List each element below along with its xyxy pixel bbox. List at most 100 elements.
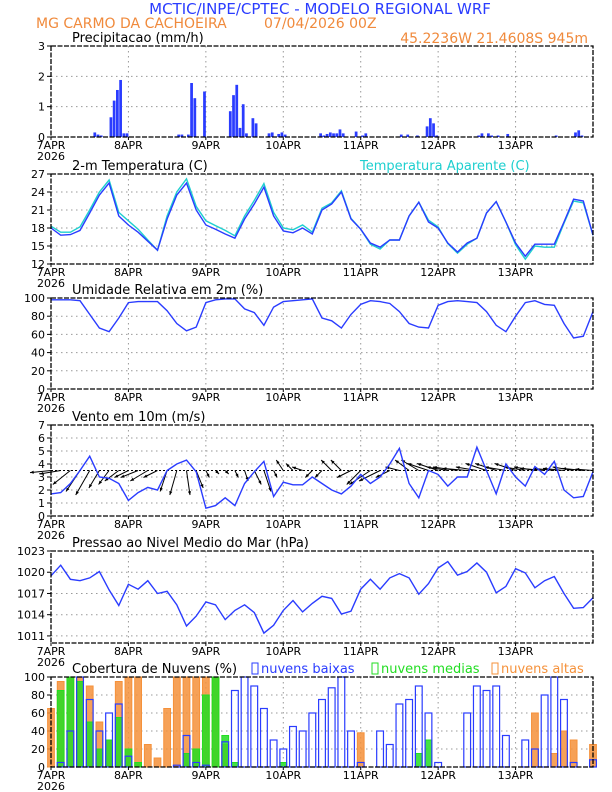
legend-label-0: nuvens baixas	[261, 662, 355, 677]
x-tick-label: 10APR	[265, 391, 301, 404]
y-tick-label: 7	[38, 419, 45, 432]
wind-arrow-head	[407, 463, 412, 467]
y-tick-label: 5	[38, 445, 45, 458]
y-tick-label: 6	[38, 432, 45, 445]
x-tick-label: 12APR	[420, 266, 456, 279]
y-tick-label: 12	[31, 258, 45, 271]
x-tick-label: 7APR	[37, 391, 66, 404]
wind-arrow-head	[206, 473, 210, 478]
precip-bar	[322, 135, 326, 137]
precip-bar	[477, 135, 481, 137]
precip-bar	[270, 132, 274, 137]
cloud-bar-high	[172, 676, 181, 768]
legend-apparent-temperature: Temperatura Aparente (C)	[359, 159, 530, 174]
y-tick-label: 1014	[17, 609, 45, 622]
y-tick-label: 27	[31, 168, 45, 181]
x-tick-label: 11APR	[343, 645, 379, 658]
precip-bar	[506, 133, 510, 137]
precip-bar	[325, 133, 329, 137]
panel-1: 12 15 18 21 24 27 2-m Temperatura (C) Temperatu…	[31, 159, 594, 290]
cloud-bar-low	[463, 712, 472, 768]
wind-arrow-head	[66, 487, 70, 492]
cloud-bar-mid	[414, 753, 423, 768]
wind-arrow-head	[375, 474, 380, 478]
cloud-bar-mid	[192, 748, 201, 768]
precip-bar	[235, 84, 239, 137]
precip-bar	[480, 133, 484, 137]
wind-arrow-head	[562, 467, 567, 471]
wind-arrow-head	[225, 470, 229, 474]
precip-bar	[93, 132, 97, 137]
precip-bar	[432, 123, 435, 137]
x-tick-label: 9APR	[191, 266, 220, 279]
x-year-label: 2026	[37, 529, 65, 542]
y-tick-label: 1	[38, 101, 45, 114]
precip-bar	[112, 100, 116, 137]
plot-frame	[50, 676, 594, 768]
cloud-bar-low	[472, 685, 481, 768]
precip-bar	[122, 133, 126, 137]
precip-bar	[232, 95, 235, 137]
precip-bar	[416, 135, 419, 137]
precip-bar	[119, 79, 122, 137]
x-tick-label: 11APR	[343, 266, 379, 279]
wind-arrow-head	[465, 463, 470, 467]
wind-arrow-head	[268, 487, 272, 492]
cloud-bar-low	[327, 687, 336, 768]
y-tick-label: 20	[31, 365, 45, 378]
x-year-label: 2026	[37, 402, 65, 415]
wind-arrow	[520, 467, 545, 471]
wind-arrow-head	[315, 473, 319, 478]
cloud-bar-low	[318, 698, 326, 768]
y-tick-label: 2	[38, 484, 45, 497]
cloud-bar-low	[259, 707, 268, 768]
y-tick-label: 100	[24, 671, 45, 684]
wind-arrow	[52, 470, 71, 485]
x-year-label: 2026	[37, 277, 65, 290]
wind-arrow	[465, 463, 487, 471]
wind-arrow-head	[305, 473, 310, 478]
cloud-bar-mid	[95, 748, 104, 768]
legend-label-2: nuvens altas	[501, 662, 584, 677]
wind-arrow-head	[104, 477, 109, 481]
y-tick-label: 0	[38, 383, 45, 396]
wind-arrow	[349, 470, 371, 485]
x-tick-label: 7APR	[37, 139, 66, 152]
y-tick-label: 40	[31, 725, 45, 738]
precip-bar	[267, 133, 271, 137]
wind-arrow-head	[274, 473, 278, 478]
header-title: MCTIC/INPE/CPTEC - MODELO REGIONAL WRF	[149, 0, 491, 18]
wind-arrow-head	[337, 474, 342, 478]
cloud-bar-high	[550, 753, 559, 768]
legend-label-1: nuvens medias	[381, 662, 480, 677]
x-tick-label: 8APR	[114, 769, 143, 782]
wind-arrow-head	[475, 463, 480, 467]
precip-bar	[490, 135, 493, 137]
wind-arrow	[358, 470, 381, 482]
cloud-bar-low	[250, 685, 259, 768]
x-tick-label: 10APR	[265, 769, 301, 782]
cloud-bar-mid	[76, 681, 84, 768]
wind-arrow-head	[321, 460, 325, 464]
wind-arrow-head	[75, 491, 79, 495]
wind-arrow	[75, 470, 91, 496]
wind-arrow-head	[426, 466, 431, 470]
wind-arrow-head	[292, 466, 297, 470]
wind-arrow	[407, 463, 429, 471]
cloud-bar-low	[308, 712, 317, 768]
x-tick-label: 12APR	[420, 391, 456, 404]
wind-arrow-head	[494, 463, 499, 467]
wind-arrow-head	[88, 484, 93, 488]
x-tick-label: 13APR	[498, 266, 534, 279]
cloud-bar-mid	[105, 739, 113, 768]
x-tick-label: 13APR	[498, 769, 534, 782]
cloud-bar-low	[501, 734, 510, 768]
cloud-bar-high	[356, 732, 365, 768]
wind-arrow	[186, 470, 191, 496]
legend-swatch-0	[251, 662, 259, 675]
precip-bar	[574, 132, 577, 137]
panel-title: Pressao ao Nivel Medio do Mar (hPa)	[72, 536, 309, 551]
cloud-bar-low	[405, 698, 414, 768]
